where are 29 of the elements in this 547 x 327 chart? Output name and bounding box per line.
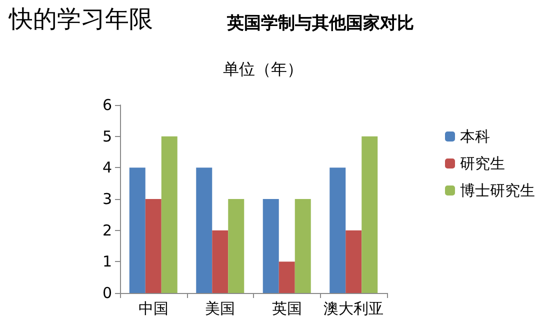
- x-tick-label: 美国: [205, 300, 236, 318]
- text: 单位（年）: [223, 60, 303, 78]
- y-tick-label: 6: [102, 96, 112, 114]
- y-tick-label: 0: [102, 284, 112, 302]
- y-tick-label: 1: [102, 252, 112, 271]
- y-tick-label: 3: [102, 190, 112, 208]
- x-tick-label: 澳大利亚: [324, 300, 384, 318]
- y-tick-label: 4: [102, 158, 112, 177]
- bar: [278, 262, 295, 293]
- bar: [145, 199, 162, 293]
- y-tick-label: 2: [102, 221, 112, 240]
- chart-subtitle: 英国学制与其他国家对比: [226, 14, 414, 34]
- bar: [262, 199, 279, 293]
- bar: [212, 230, 228, 293]
- x-tick-label: 中国: [138, 300, 168, 318]
- legend-label: 博士研究生: [460, 182, 535, 200]
- bar: [161, 136, 178, 293]
- bar: [129, 168, 146, 293]
- legend-label: 研究生: [460, 154, 505, 172]
- bar: [294, 199, 311, 293]
- bar: [196, 168, 212, 293]
- bar: [228, 199, 244, 293]
- bar: [330, 168, 346, 293]
- legend-label: 本科: [460, 128, 490, 146]
- y-tick-label: 5: [102, 127, 112, 146]
- bar: [362, 136, 378, 293]
- chart-title: 快的学习年限: [8, 5, 153, 33]
- bar: [346, 230, 362, 293]
- x-tick-label: 英国: [272, 300, 302, 318]
